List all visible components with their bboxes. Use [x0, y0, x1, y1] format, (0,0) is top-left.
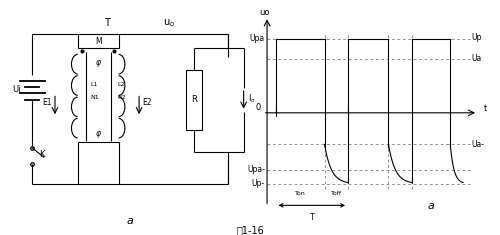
Text: Upa-: Upa- — [247, 165, 265, 174]
Text: a: a — [126, 215, 134, 226]
Text: φ: φ — [96, 58, 100, 67]
Text: E1: E1 — [42, 98, 51, 107]
Text: N1: N1 — [90, 95, 99, 100]
Text: φ: φ — [96, 129, 100, 138]
Text: E2: E2 — [142, 98, 152, 107]
Text: T: T — [310, 213, 314, 222]
Text: Up-: Up- — [252, 179, 265, 188]
Bar — [186, 70, 202, 130]
Text: R: R — [190, 95, 196, 104]
Text: Ton: Ton — [294, 191, 306, 196]
Text: Upa: Upa — [250, 35, 265, 43]
Text: t: t — [484, 104, 487, 113]
Text: Ui: Ui — [12, 85, 20, 94]
Text: L1: L1 — [90, 82, 98, 87]
Text: I$_o$: I$_o$ — [248, 93, 256, 105]
Text: K: K — [39, 150, 44, 159]
Text: Ua: Ua — [472, 54, 482, 63]
Text: M: M — [95, 37, 102, 46]
Text: N2: N2 — [118, 95, 126, 100]
Text: a: a — [428, 201, 434, 211]
Text: 图1-16: 图1-16 — [236, 225, 264, 235]
Text: 0: 0 — [256, 103, 261, 112]
Text: uo: uo — [260, 8, 270, 17]
Text: Up: Up — [472, 33, 482, 43]
Text: T: T — [104, 18, 110, 28]
Text: u$_o$: u$_o$ — [162, 17, 174, 28]
Text: Toff: Toff — [331, 191, 342, 196]
Text: L2: L2 — [118, 82, 125, 87]
Text: Ua-: Ua- — [472, 140, 484, 149]
